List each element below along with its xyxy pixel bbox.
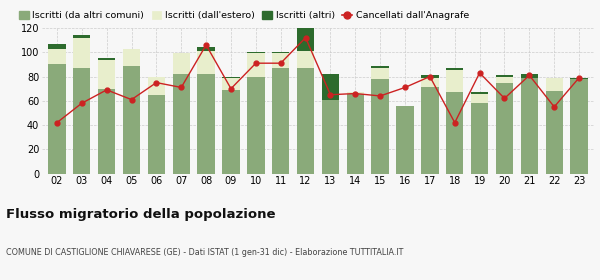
Bar (247, 76, 265, 174)
Bar (496, 83, 513, 174)
Bar (322, 100, 339, 174)
Text: Flusso migratorio della popolazione: Flusso migratorio della popolazione (6, 208, 275, 221)
Bar (521, 74, 538, 78)
Bar (222, 78, 239, 90)
Bar (297, 28, 314, 51)
Bar (272, 52, 289, 53)
Bar (73, 38, 91, 68)
Bar (371, 66, 389, 68)
Bar (347, 92, 364, 94)
Bar (446, 92, 463, 174)
Bar (397, 106, 414, 174)
Bar (173, 74, 190, 174)
Bar (471, 103, 488, 174)
Bar (446, 71, 463, 92)
Bar (545, 78, 563, 91)
Bar (197, 47, 215, 51)
Bar (347, 94, 364, 174)
Bar (247, 53, 265, 76)
Bar (496, 75, 513, 76)
Bar (421, 78, 439, 87)
Bar (197, 74, 215, 174)
Bar (371, 68, 389, 79)
Bar (571, 79, 588, 174)
Bar (496, 76, 513, 83)
Bar (247, 52, 265, 53)
Bar (48, 64, 65, 174)
Legend: Iscritti (da altri comuni), Iscritti (dall'estero), Iscritti (altri), Cancellati: Iscritti (da altri comuni), Iscritti (da… (19, 11, 469, 20)
Bar (371, 79, 389, 174)
Bar (446, 68, 463, 71)
Bar (73, 68, 91, 174)
Bar (545, 91, 563, 174)
Bar (123, 66, 140, 174)
Bar (197, 51, 215, 74)
Bar (521, 78, 538, 174)
Bar (297, 51, 314, 68)
Bar (421, 87, 439, 174)
Bar (123, 49, 140, 66)
Bar (98, 89, 115, 174)
Bar (173, 53, 190, 74)
Bar (272, 68, 289, 174)
Bar (148, 95, 165, 174)
Bar (322, 74, 339, 100)
Bar (222, 90, 239, 174)
Bar (272, 53, 289, 68)
Bar (148, 76, 165, 95)
Bar (98, 60, 115, 89)
Bar (73, 35, 91, 38)
Bar (222, 76, 239, 78)
Bar (471, 92, 488, 94)
Bar (421, 75, 439, 78)
Text: COMUNE DI CASTIGLIONE CHIAVARESE (GE) - Dati ISTAT (1 gen-31 dic) - Elaborazione: COMUNE DI CASTIGLIONE CHIAVARESE (GE) - … (6, 248, 403, 257)
Bar (571, 78, 588, 79)
Bar (48, 44, 65, 49)
Bar (98, 58, 115, 60)
Bar (297, 68, 314, 174)
Bar (48, 49, 65, 64)
Bar (471, 94, 488, 103)
